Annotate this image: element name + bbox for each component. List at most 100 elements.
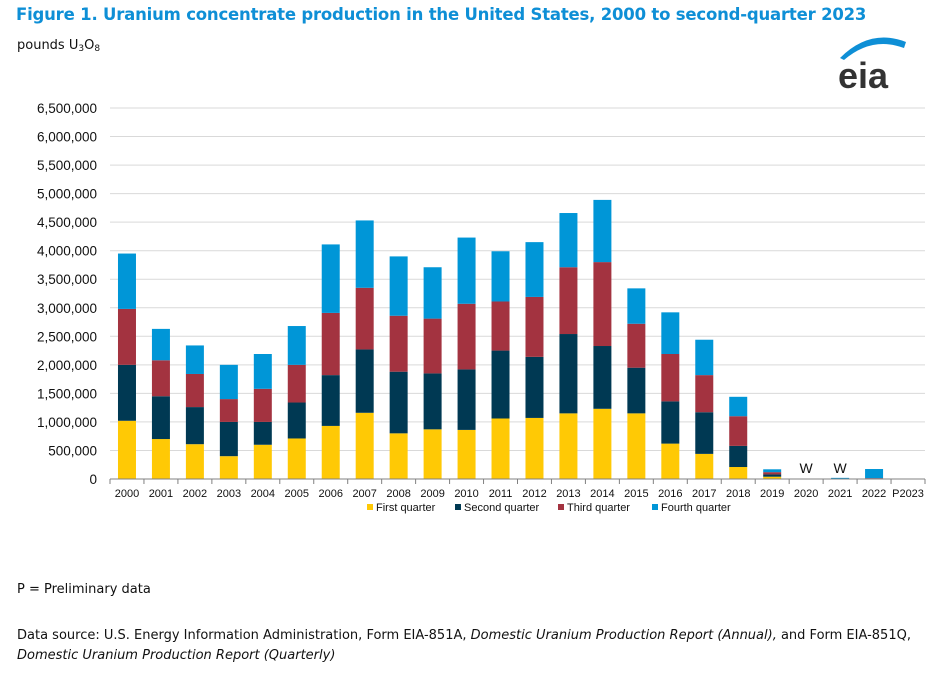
y-tick-label: 1,000,000 bbox=[37, 415, 97, 430]
y-tick-label: 4,000,000 bbox=[37, 244, 97, 259]
bar-segment-second-quarter bbox=[491, 350, 510, 419]
bar-segment-third-quarter bbox=[389, 315, 408, 372]
bar-segment-third-quarter bbox=[661, 354, 680, 402]
x-tick-label: 2020 bbox=[794, 488, 818, 500]
x-tick-label: 2013 bbox=[556, 488, 580, 500]
units-subscript-8: 8 bbox=[94, 44, 101, 54]
logo-text: eia bbox=[838, 55, 889, 92]
bar-segment-third-quarter bbox=[695, 375, 714, 413]
bar-segment-first-quarter bbox=[219, 456, 238, 479]
y-tick-label: 4,500,000 bbox=[37, 215, 97, 230]
bar-segment-third-quarter bbox=[253, 388, 272, 422]
preliminary-footnote: P = Preliminary data bbox=[17, 582, 151, 597]
bar-segment-second-quarter bbox=[627, 367, 646, 414]
x-tick-label: 2000 bbox=[115, 488, 139, 500]
eia-logo-icon: eia bbox=[838, 37, 906, 92]
x-tick-label: 2007 bbox=[352, 488, 376, 500]
bar-segment-first-quarter bbox=[763, 476, 782, 479]
x-tick-label: 2017 bbox=[692, 488, 716, 500]
x-axis: 2000 2001 2002 2003 2004 2005 2006 2007 2008 2009… bbox=[109, 478, 926, 500]
bar-segment-third-quarter bbox=[185, 373, 204, 408]
bar-segment-first-quarter bbox=[355, 412, 374, 479]
y-tick-label: 3,000,000 bbox=[37, 301, 97, 316]
source-italic-1: Domestic Uranium Production Report (Annu… bbox=[470, 628, 777, 643]
bar-segment-second-quarter bbox=[559, 334, 578, 414]
logo-arc bbox=[840, 37, 906, 60]
bar-segment-second-quarter bbox=[253, 421, 272, 445]
bar-segment-second-quarter bbox=[695, 412, 714, 454]
bar-segment-fourth-quarter bbox=[355, 220, 374, 288]
y-tick-label: 5,500,000 bbox=[37, 158, 97, 173]
bar-segment-second-quarter bbox=[355, 349, 374, 413]
source-text-1: Data source: U.S. Energy Information Adm… bbox=[17, 628, 471, 643]
x-tick-label: 2019 bbox=[760, 488, 784, 500]
chart-title: Figure 1. Uranium concentrate production… bbox=[16, 5, 867, 24]
x-tick-label: 2008 bbox=[386, 488, 410, 500]
bar-segment-first-quarter bbox=[389, 433, 408, 479]
bar-segment-first-quarter bbox=[253, 444, 272, 479]
bars bbox=[117, 199, 884, 480]
x-tick-label: 2015 bbox=[624, 488, 648, 500]
x-tick-label: 2010 bbox=[454, 488, 478, 500]
bar-segment-third-quarter bbox=[321, 312, 340, 376]
y-tick-label: 5,000,000 bbox=[37, 187, 97, 202]
y-tick-label: 6,000,000 bbox=[37, 130, 97, 145]
data-source: Data source: U.S. Energy Information Adm… bbox=[17, 626, 952, 666]
bar-segment-second-quarter bbox=[321, 375, 340, 426]
x-tick-label: 2005 bbox=[285, 488, 309, 500]
x-tick-label: 2011 bbox=[489, 488, 513, 500]
bar-segment-fourth-quarter bbox=[627, 288, 646, 324]
bar-segment-third-quarter bbox=[627, 323, 646, 368]
x-tick-label: 2021 bbox=[828, 488, 852, 500]
bar-segment-fourth-quarter bbox=[593, 199, 612, 263]
bar-segment-first-quarter bbox=[525, 417, 544, 479]
bar-segment-second-quarter bbox=[457, 369, 476, 430]
bar-segment-second-quarter bbox=[389, 371, 408, 434]
bar-segment-fourth-quarter bbox=[117, 253, 136, 309]
bar-segment-second-quarter bbox=[151, 396, 170, 440]
bar-segment-third-quarter bbox=[729, 416, 748, 446]
bar-segment-third-quarter bbox=[219, 399, 238, 422]
bar-segment-third-quarter bbox=[151, 360, 170, 397]
x-tick-label: 2016 bbox=[658, 488, 682, 500]
bar-segment-second-quarter bbox=[219, 421, 238, 457]
bar-segment-fourth-quarter bbox=[253, 354, 272, 389]
x-tick-label: 2018 bbox=[726, 488, 750, 500]
bar-segment-third-quarter bbox=[117, 308, 136, 365]
bar-segment-first-quarter bbox=[593, 408, 612, 479]
x-tick-label: 2014 bbox=[590, 488, 614, 500]
units-subscript-3: 3 bbox=[78, 44, 85, 54]
bar-segment-third-quarter bbox=[559, 267, 578, 335]
bar-segment-fourth-quarter bbox=[491, 251, 510, 302]
bar-segment-first-quarter bbox=[423, 429, 442, 479]
bar-segment-fourth-quarter bbox=[219, 364, 238, 400]
gridlines bbox=[110, 107, 925, 451]
x-tick-label: P2023 bbox=[892, 488, 924, 500]
bar-segment-third-quarter bbox=[593, 262, 612, 347]
bar-segment-fourth-quarter bbox=[151, 328, 170, 361]
y-tick-label: 3,500,000 bbox=[37, 272, 97, 287]
bar-segment-first-quarter bbox=[559, 413, 578, 479]
y-tick-label: 6,500,000 bbox=[37, 101, 97, 116]
bar-segment-fourth-quarter bbox=[763, 469, 782, 473]
y-tick-label: 0 bbox=[89, 472, 97, 487]
x-tick-label: 2009 bbox=[420, 488, 444, 500]
x-tick-label: 2004 bbox=[251, 488, 275, 500]
units-text: pounds U bbox=[17, 38, 79, 53]
bar-segment-second-quarter bbox=[287, 402, 306, 439]
y-tick-label: 1,500,000 bbox=[37, 386, 97, 401]
legend-label: First quarter bbox=[376, 502, 436, 514]
bar-segment-fourth-quarter bbox=[457, 237, 476, 304]
bar-segment-fourth-quarter bbox=[865, 469, 884, 479]
withheld-label: W bbox=[800, 460, 814, 476]
bar-segment-fourth-quarter bbox=[389, 256, 408, 316]
y-axis-ticks: 0 500,000 1,000,000 1,500,000 2,000,000 2,500… bbox=[37, 101, 97, 487]
bar-segment-third-quarter bbox=[491, 301, 510, 351]
bar-segment-second-quarter bbox=[763, 474, 782, 477]
bar-segment-third-quarter bbox=[423, 318, 442, 374]
x-tick-label: 2006 bbox=[318, 488, 342, 500]
x-tick-label: 2003 bbox=[217, 488, 241, 500]
bar-segment-second-quarter bbox=[117, 364, 136, 421]
bar-segment-first-quarter bbox=[287, 438, 306, 479]
bar-segment-first-quarter bbox=[627, 413, 646, 479]
